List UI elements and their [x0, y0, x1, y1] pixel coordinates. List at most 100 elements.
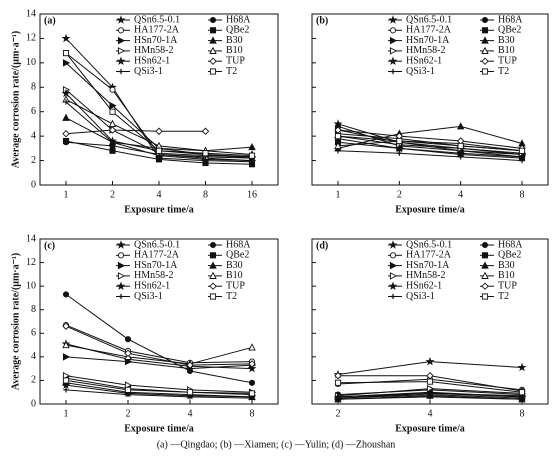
marker	[61, 88, 71, 98]
y-tick-label: 6	[31, 106, 36, 117]
marker	[124, 386, 132, 393]
legend-marker	[117, 261, 126, 270]
legend-marker	[209, 46, 217, 54]
marker	[156, 153, 162, 159]
legend-label: HA177-2A	[406, 250, 452, 261]
legend-label: H68A	[226, 239, 251, 250]
series-line	[65, 389, 253, 399]
x-tick-label: 8	[520, 189, 525, 200]
legend-label: QBe2	[498, 250, 521, 261]
legend-marker	[209, 252, 217, 259]
legend-marker	[481, 241, 489, 249]
marker	[249, 157, 255, 164]
legend-label: T2	[498, 66, 509, 77]
y-axis-label: Average corrosion rate/(μm·a⁻¹)	[10, 253, 21, 390]
legend-label: T2	[498, 291, 509, 302]
legend-marker	[481, 57, 489, 65]
marker	[334, 133, 342, 140]
y-tick-label: 14	[26, 233, 36, 244]
legend-marker	[481, 36, 489, 44]
y-tick-label: 0	[31, 398, 36, 409]
x-tick-label: 2	[336, 408, 341, 419]
marker	[124, 381, 133, 389]
marker	[61, 33, 71, 43]
legend-label: H68A	[498, 239, 523, 250]
series-line	[65, 379, 253, 394]
marker	[186, 389, 194, 396]
y-tick-label: 10	[26, 57, 36, 68]
legend-label: QSi3-1	[134, 291, 163, 302]
x-tick-label: 8	[203, 189, 208, 200]
legend-label: HMn58-2	[406, 45, 445, 56]
marker	[63, 99, 69, 105]
legend-marker	[209, 271, 217, 279]
legend-label: QBe2	[226, 25, 249, 36]
panel-label: (c)	[44, 240, 55, 251]
marker	[61, 380, 71, 389]
marker	[517, 362, 527, 372]
x-tick-label: 1	[64, 189, 69, 200]
series-line	[65, 344, 253, 365]
legend-label: B30	[226, 260, 243, 271]
series-line	[65, 324, 253, 364]
x-tick-label: 1	[64, 408, 69, 419]
marker	[248, 360, 256, 368]
series-line	[65, 343, 253, 370]
plot-frame	[39, 238, 279, 405]
legend-marker	[481, 16, 489, 24]
series-line	[65, 384, 253, 398]
legend-marker	[390, 68, 396, 75]
legend-marker	[116, 56, 126, 66]
y-tick-label: 4	[31, 130, 36, 141]
marker	[109, 86, 116, 93]
marker	[335, 396, 341, 402]
series-line	[337, 141, 523, 159]
marker	[334, 371, 342, 380]
legend-label: HMn58-2	[134, 270, 173, 281]
marker	[519, 396, 525, 402]
legend-label: TUP	[498, 280, 517, 291]
marker	[394, 143, 404, 153]
legend-label: HA177-2A	[406, 25, 452, 36]
legend-label: HSn62-1	[406, 280, 442, 291]
legend-marker	[209, 68, 217, 75]
legend-marker	[117, 36, 126, 45]
y-tick-label: 12	[26, 33, 36, 44]
y-tick-label: 10	[26, 280, 36, 291]
series-line	[337, 135, 523, 152]
legend-marker	[116, 281, 126, 291]
legend-marker	[481, 27, 489, 34]
legend-label: QBe2	[226, 250, 249, 261]
panel-label: (d)	[316, 240, 328, 251]
series-line	[337, 125, 523, 149]
legend-marker	[481, 293, 489, 300]
legend-label: B10	[498, 270, 515, 281]
legend-label: B10	[226, 270, 243, 281]
legend-marker	[389, 252, 397, 259]
legend-marker	[481, 271, 489, 279]
marker	[426, 378, 434, 385]
legend-marker	[209, 293, 217, 300]
legend-label: B30	[226, 35, 243, 46]
legend-marker	[388, 240, 398, 249]
legend-marker	[117, 27, 125, 34]
y-tick-label: 8	[31, 82, 36, 93]
series-line	[65, 375, 253, 393]
x-tick-label: 1	[336, 189, 341, 200]
marker	[248, 390, 256, 397]
series-line	[337, 138, 523, 158]
y-tick-label: 6	[31, 328, 36, 339]
marker	[519, 157, 525, 164]
legend-label: QSi3-1	[134, 66, 163, 77]
legend-label: B10	[498, 45, 515, 56]
legend-marker	[117, 47, 126, 55]
series-line	[65, 325, 253, 366]
legend-marker	[390, 293, 396, 300]
x-tick-label: 8	[250, 408, 255, 419]
x-tick-label: 8	[520, 408, 525, 419]
legend-marker	[388, 15, 398, 24]
legend-marker	[209, 27, 217, 34]
marker	[62, 291, 70, 298]
